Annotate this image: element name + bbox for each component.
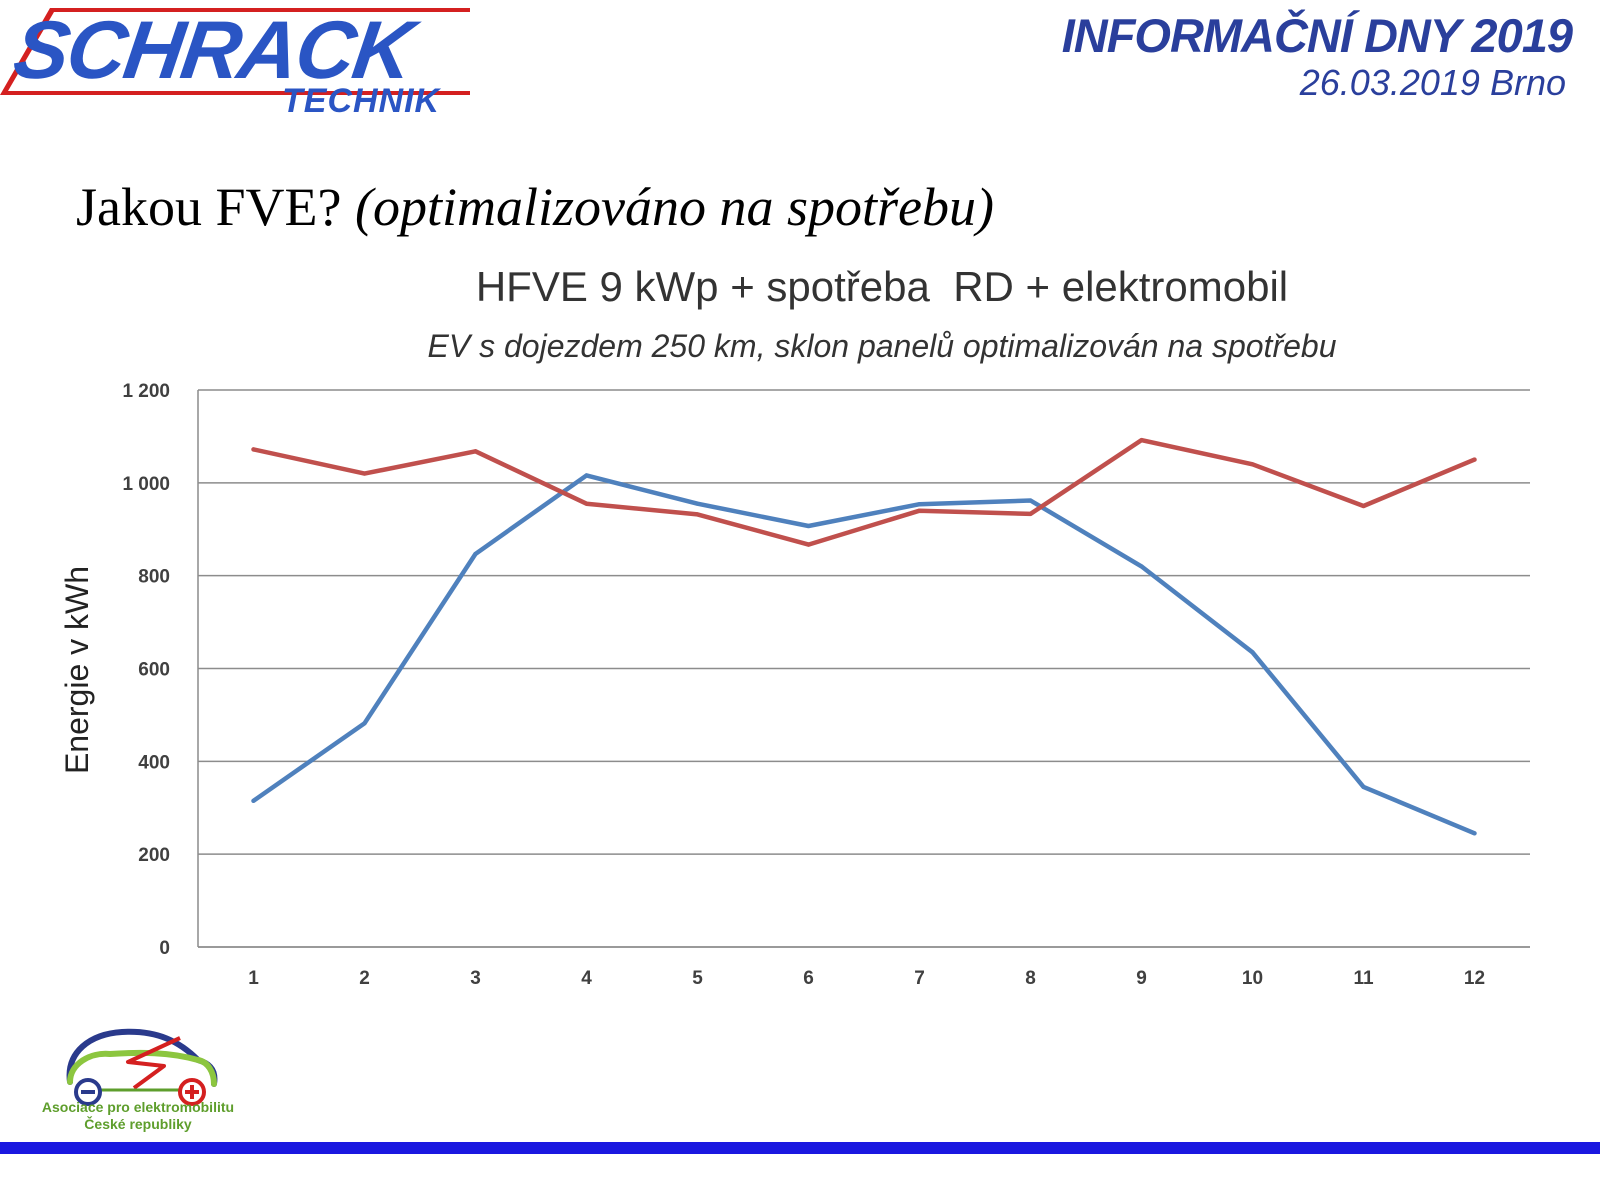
series-2-point bbox=[1028, 511, 1033, 516]
car-body-shape bbox=[67, 1049, 217, 1087]
x-tick-label: 9 bbox=[1136, 968, 1147, 989]
x-tick-label: 11 bbox=[1353, 968, 1374, 989]
series-2-point bbox=[1250, 462, 1255, 467]
series-1-point bbox=[806, 524, 811, 529]
association-line-1: Asociace pro elektromobilitu bbox=[41, 1099, 235, 1115]
x-tick-label: 1 bbox=[248, 968, 259, 989]
lightning-icon bbox=[126, 1036, 181, 1090]
chart-title: HFVE 9 kWp + spotřeba RD + elektromobil bbox=[476, 263, 1288, 310]
series-1-point bbox=[1139, 564, 1144, 569]
x-tick-label: 3 bbox=[470, 968, 481, 989]
series-2-point bbox=[1361, 504, 1366, 509]
x-tick-label: 6 bbox=[803, 968, 814, 989]
association-name: Asociace pro elektromobilitu České repub… bbox=[18, 1099, 258, 1133]
series-2-point bbox=[473, 449, 478, 454]
x-tick-label: 2 bbox=[359, 968, 370, 989]
y-tick-label: 800 bbox=[138, 567, 170, 588]
event-date: 26.03.2019 Brno bbox=[1299, 62, 1566, 103]
logo-swoosh-shape bbox=[0, 8, 470, 95]
series-2-point bbox=[362, 471, 367, 476]
series-1-point bbox=[473, 551, 478, 556]
y-tick-label: 200 bbox=[138, 845, 170, 866]
event-title: INFORMAČNÍ DNY 2019 bbox=[1061, 9, 1573, 62]
series-2-point bbox=[251, 447, 256, 452]
series-2-point bbox=[695, 512, 700, 517]
logo-main-text: SCHRACK bbox=[9, 4, 425, 96]
series-2-point bbox=[806, 542, 811, 547]
series-1-point bbox=[1472, 831, 1477, 836]
y-tick-labels: 0 200 400 600 800 1 000 1 200 bbox=[122, 381, 170, 959]
x-tick-label: 5 bbox=[692, 968, 703, 989]
association-logo bbox=[66, 1028, 218, 1106]
series-1-point bbox=[362, 721, 367, 726]
x-tick-label: 4 bbox=[581, 968, 592, 989]
y-tick-label: 1 200 bbox=[122, 381, 170, 402]
series-2-point bbox=[917, 508, 922, 513]
series-1-point bbox=[1250, 650, 1255, 655]
logo-sub-text: TECHNIK bbox=[282, 82, 442, 120]
series-2-point bbox=[1139, 438, 1144, 443]
series-1-point bbox=[584, 473, 589, 478]
line-chart: HFVE 9 kWp + spotřeba RD + elektromobil … bbox=[59, 263, 1530, 989]
heading-italic: (optimalizováno na spotřebu) bbox=[354, 177, 994, 237]
series-line-1 bbox=[251, 473, 1477, 836]
heading-plain: Jakou FVE? bbox=[76, 177, 342, 237]
series-1-point bbox=[1028, 498, 1033, 503]
series-1-point bbox=[251, 798, 256, 803]
x-tick-label: 7 bbox=[914, 968, 925, 989]
series-2-point bbox=[584, 501, 589, 506]
footer-bar bbox=[0, 1142, 1600, 1154]
y-tick-label: 0 bbox=[159, 938, 170, 959]
series-1-point bbox=[695, 501, 700, 506]
schrack-logo: SCHRACK TECHNIK bbox=[0, 4, 470, 120]
series-lines bbox=[251, 437, 1477, 836]
series-line-2 bbox=[251, 437, 1477, 547]
x-tick-label: 12 bbox=[1464, 968, 1485, 989]
series-1-point bbox=[1361, 784, 1366, 789]
y-axis-title: Energie v kWh bbox=[59, 566, 95, 774]
chart-subtitle: EV s dojezdem 250 km, sklon panelů optim… bbox=[428, 328, 1337, 364]
x-tick-label: 10 bbox=[1242, 968, 1263, 989]
series-1-point bbox=[917, 502, 922, 507]
association-line-2: České republiky bbox=[84, 1116, 192, 1132]
x-tick-labels: 1 2 3 4 5 6 7 8 9 10 11 12 bbox=[248, 968, 1485, 989]
axes bbox=[197, 390, 1530, 948]
x-tick-label: 8 bbox=[1025, 968, 1036, 989]
y-tick-label: 400 bbox=[138, 752, 170, 773]
y-tick-label: 1 000 bbox=[122, 474, 170, 495]
slide-heading: Jakou FVE? (optimalizováno na spotřebu) bbox=[76, 176, 994, 238]
series-2-point bbox=[1472, 457, 1477, 462]
y-tick-label: 600 bbox=[138, 660, 170, 681]
